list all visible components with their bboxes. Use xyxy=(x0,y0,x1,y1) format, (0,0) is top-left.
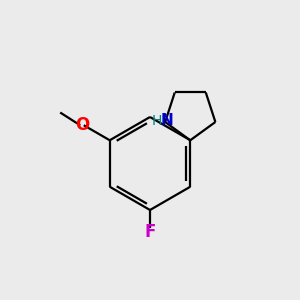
Text: H: H xyxy=(152,114,162,128)
Text: F: F xyxy=(144,223,156,241)
Text: N: N xyxy=(160,113,173,128)
Text: O: O xyxy=(75,116,89,134)
